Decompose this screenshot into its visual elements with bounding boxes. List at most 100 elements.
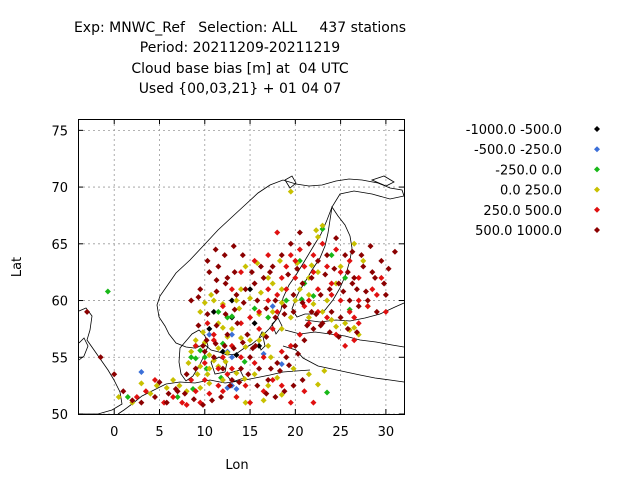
data-point [254,382,261,389]
data-point [221,252,228,259]
data-point [247,314,254,321]
data-point [133,393,140,400]
data-point [206,390,213,397]
data-point [292,297,299,304]
data-point [296,246,303,253]
data-point [241,375,248,382]
data-point [206,331,213,338]
data-point [269,303,276,310]
data-point [299,376,306,383]
data-point [278,252,285,259]
data-point [230,345,237,352]
data-point [242,344,249,351]
data-point [124,393,131,400]
data-points [84,188,398,408]
data-point [84,308,91,315]
data-point [283,286,290,293]
data-point [247,295,254,302]
x-axis-label: Lon [225,458,248,473]
data-point [373,308,380,315]
data-point [337,263,344,270]
data-point [369,269,376,276]
data-point [278,286,285,293]
data-point [276,367,283,374]
data-point [385,265,392,272]
plot-frame [78,119,405,415]
data-point [221,342,228,349]
data-point [239,252,246,259]
data-point [314,381,321,388]
data-point [283,354,290,361]
data-point [192,365,199,372]
data-point [203,337,210,344]
data-point [188,376,195,383]
data-point [233,370,240,377]
data-point [115,393,122,400]
data-point [247,286,254,293]
data-point [210,331,217,338]
data-point [208,291,215,298]
legend-marker [594,186,600,193]
data-point [230,243,237,250]
data-point [326,329,333,336]
data-point [321,367,328,374]
data-point [324,263,331,270]
data-point [213,288,220,295]
data-point [238,269,244,276]
data-point [351,337,358,344]
data-point [222,280,229,287]
data-point [170,376,177,383]
data-point [260,397,267,404]
data-point [308,262,315,269]
data-point [265,274,272,281]
x-tick-label: 10 [197,425,214,440]
data-point [263,333,270,340]
data-point [335,280,342,287]
data-point [295,350,302,357]
axis-ticks: 0 5 10 15 20 25 30 50 55 60 65 70 75 [51,119,404,440]
data-point [206,352,213,358]
data-point [204,320,211,327]
data-point [183,401,190,408]
data-point [274,359,281,366]
data-point [301,388,308,395]
data-point [163,384,170,391]
data-point [254,297,261,304]
data-point [224,349,231,356]
data-point [349,280,356,287]
data-point [340,288,347,295]
data-point [274,374,281,381]
data-point [247,337,254,344]
data-point [287,399,294,406]
data-point [228,286,235,293]
data-point [236,379,243,386]
data-point [163,399,170,406]
legend-marker [594,146,600,153]
data-point [310,399,317,406]
data-point [165,390,172,397]
data-point [210,354,217,361]
y-tick-label: 65 [51,238,68,253]
data-point [324,297,331,304]
data-point [351,274,358,281]
data-point [269,325,276,332]
data-point [287,342,294,349]
data-point [97,354,104,361]
data-point [296,286,303,293]
data-point [263,390,270,397]
data-point [244,331,251,338]
data-point [314,234,321,240]
data-point [285,362,292,369]
data-point [314,257,321,264]
data-point [266,269,273,276]
data-point [353,329,360,336]
data-point [215,382,222,389]
data-point [199,329,206,336]
data-point [197,384,204,391]
data-point [265,376,272,383]
data-point [274,291,281,298]
data-point [238,286,244,293]
data-point [192,337,199,344]
data-point [287,314,294,321]
data-point [333,246,340,253]
